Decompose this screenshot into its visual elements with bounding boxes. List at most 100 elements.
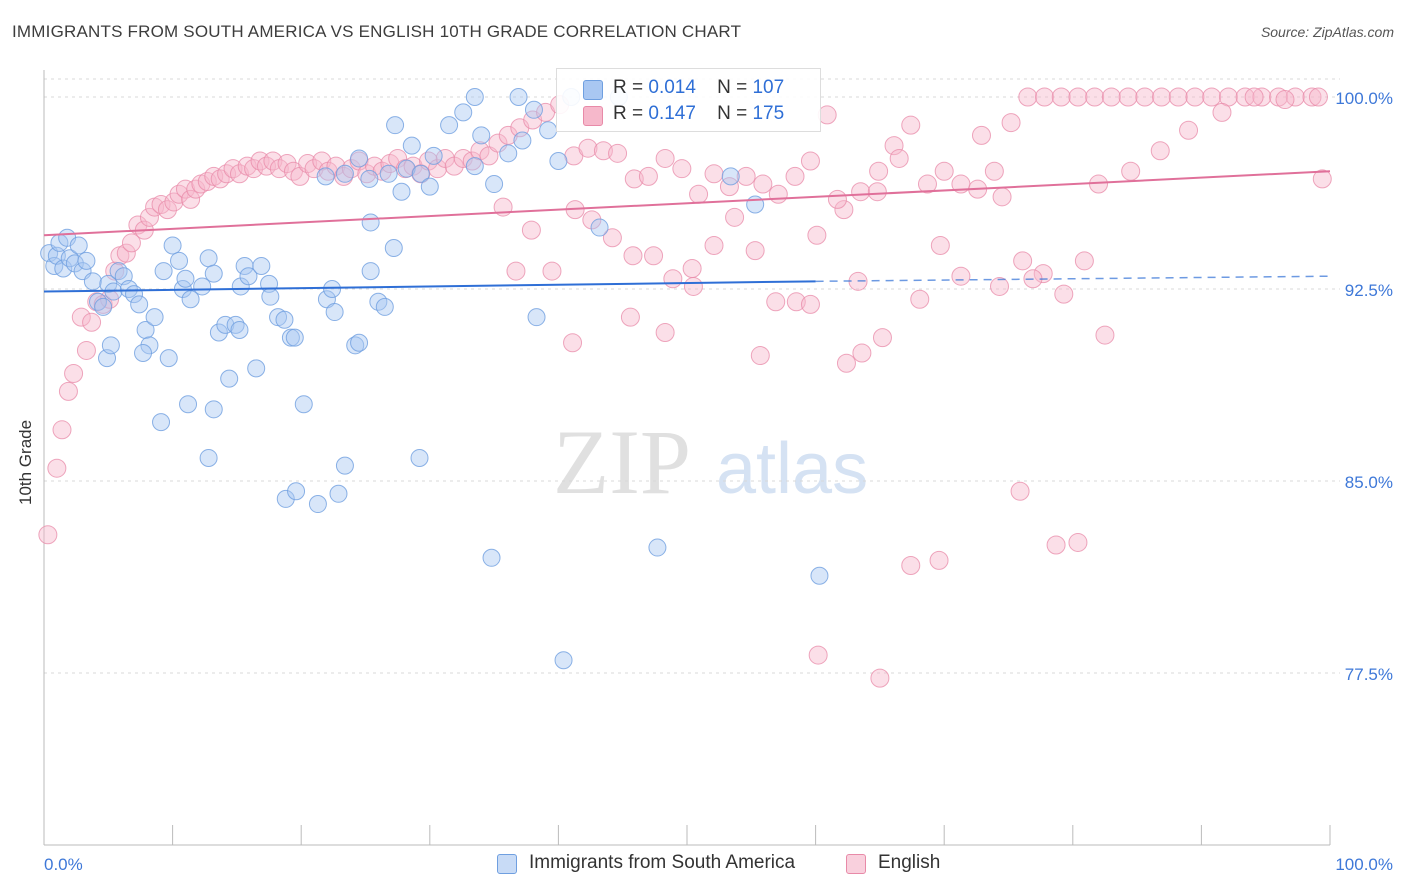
english-point [1121,161,1141,181]
english-point [181,189,201,209]
immigrants-point [384,239,403,258]
n-label: N = [717,103,748,124]
immigrants-point [810,566,829,585]
immigrants-point [392,182,411,201]
english-point [766,292,786,312]
immigrants-point [549,152,568,170]
english-point [1212,102,1232,122]
x-tick-label: 100.0% [1335,855,1393,874]
legend-label: Immigrants from South America [529,852,796,873]
immigrants-point [101,336,120,355]
immigrants-point [316,167,335,186]
immigrants-point [230,320,249,339]
immigrants-point [152,413,171,432]
immigrants-point [181,290,200,309]
english-point [870,668,890,688]
immigrants-point [199,448,218,467]
english-point [1074,251,1094,271]
immigrants-point [554,651,573,670]
english-point [1302,87,1322,107]
english-point [951,266,971,286]
immigrants-point [276,489,295,508]
immigrants-point [379,164,398,183]
immigrants-point [109,262,128,281]
english-point [1010,481,1030,501]
y-tick-label: 85.0% [1345,473,1393,492]
english-point [725,207,745,227]
english-point [157,200,177,220]
english-point [1018,87,1038,107]
immigrants-point [440,116,459,135]
legend-label: English [878,852,941,873]
english-point [884,136,904,156]
english-point [121,233,141,253]
english-point [644,246,664,266]
immigrants-point [179,395,198,414]
immigrants-point [275,310,294,329]
english-point [139,207,159,227]
immigrants-point [54,259,73,278]
english-point [1085,87,1105,107]
english-point [917,174,937,194]
immigrants-point [308,495,327,514]
immigrants-point [350,149,369,168]
immigrants-point [485,175,504,194]
english-point [76,340,96,360]
immigrants-point [386,116,405,135]
immigrants-point [94,297,113,316]
immigrants-point [335,456,354,475]
immigrants-point [199,249,218,268]
n-value: 107 [752,77,785,98]
english-point [277,154,297,174]
immigrants-point [170,251,189,270]
immigrants-point [239,267,258,286]
english-point [608,143,628,163]
immigrants-point [77,251,96,270]
immigrants-point [360,169,379,188]
english-point [578,138,598,158]
y-axis-title: 10th Grade [16,419,35,505]
english-point [655,323,675,343]
immigrants-point [287,482,306,501]
english-point [47,458,67,478]
immigrants-point [410,448,429,467]
english-point [312,151,332,171]
english-point [1185,87,1205,107]
x-tick-label: 0.0% [44,855,83,874]
y-tick-label: 77.5% [1345,665,1393,684]
immigrants-point [83,272,102,291]
english-point [750,346,770,366]
english-point [889,148,909,168]
english-point [1135,87,1155,107]
english-point [807,225,827,245]
immigrants-point [247,359,266,378]
immigrants-point [140,336,159,355]
english-point [971,125,991,145]
english-point [298,154,318,174]
english-point [682,259,702,279]
immigrants-trendline [43,280,816,293]
immigrants-point [513,131,532,150]
immigrants-point [424,146,443,165]
english-point [852,343,872,363]
english-point [1308,87,1328,107]
immigrants-point [361,213,380,232]
english-point [1150,141,1170,161]
immigrants-point [482,548,501,567]
english-point [1046,535,1066,555]
english-point [38,525,58,545]
english-point [869,161,889,181]
english-point [71,307,91,327]
correlation-legend: R = 0.014 N = 107 R = 0.147 N = 175 [556,68,821,132]
english-point [930,235,950,255]
english-point [992,187,1012,207]
english-point [689,184,709,204]
immigrants-point [204,400,223,419]
n-label: N = [717,77,748,98]
english-point [593,141,613,161]
immigrants-point [375,297,394,316]
english-point [1312,169,1332,189]
immigrants-point [154,262,173,281]
english-point [872,328,892,348]
immigrants-point [89,292,108,311]
